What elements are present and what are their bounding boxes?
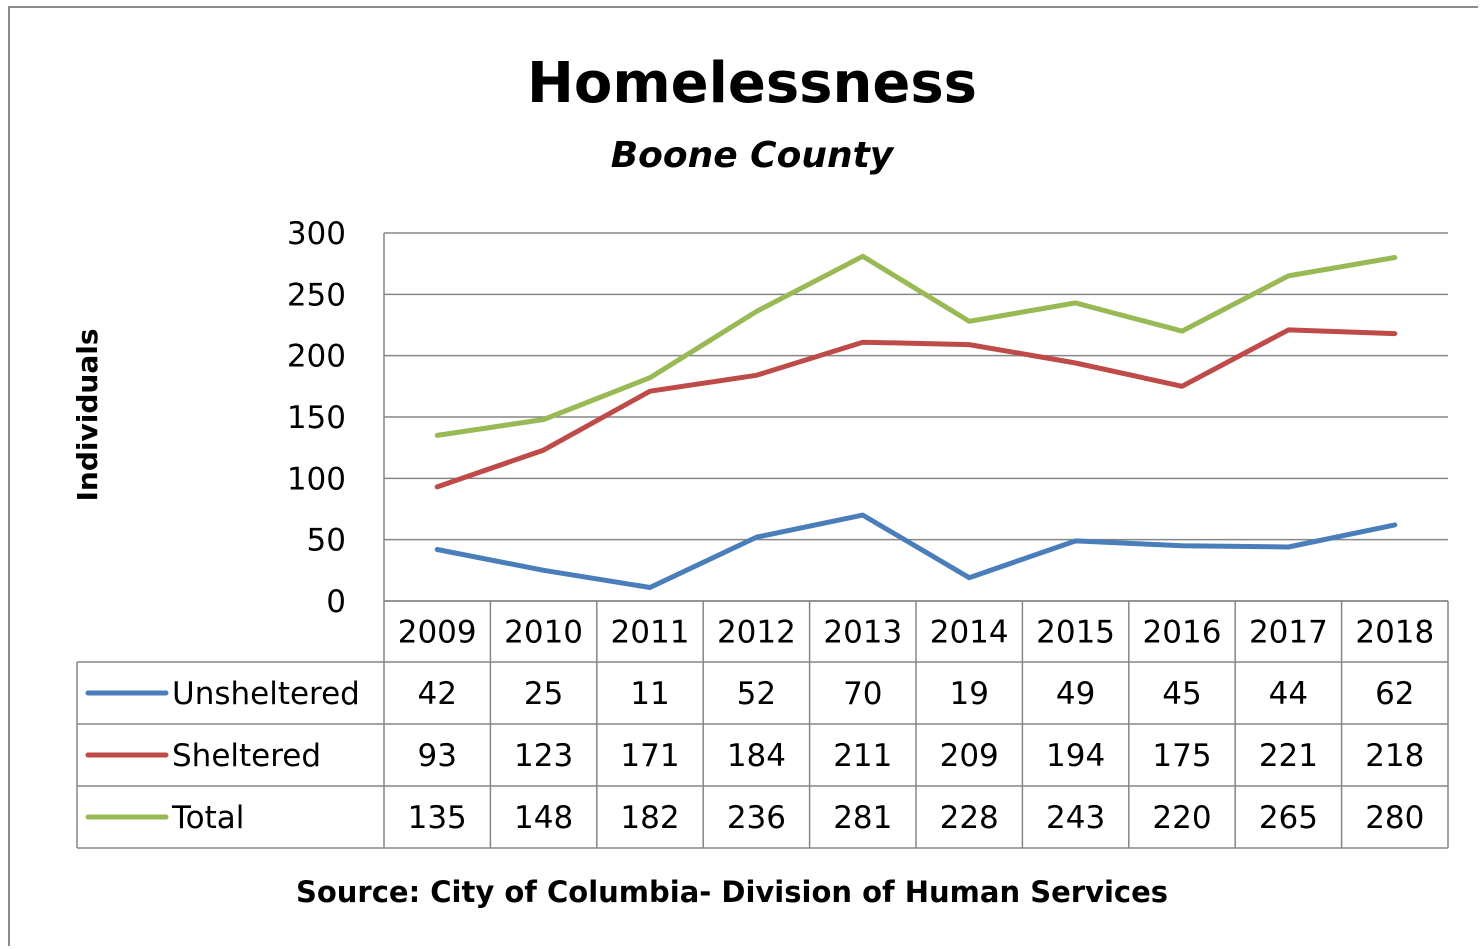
data-label: 182	[620, 800, 679, 836]
y-tick-label: 250	[287, 277, 346, 313]
series-line	[434, 327, 1398, 490]
data-label: 175	[1152, 738, 1211, 774]
data-label: 49	[1056, 676, 1095, 712]
y-tick-label: 0	[326, 584, 346, 620]
x-tick-label: 2013	[823, 615, 902, 651]
x-tick-label: 2012	[717, 615, 796, 651]
data-label: 220	[1152, 800, 1211, 836]
data-label: 45	[1162, 676, 1201, 712]
y-tick-label: 300	[287, 216, 346, 252]
y-tick-label: 200	[287, 339, 346, 375]
chart-subtitle: Boone County	[611, 135, 895, 176]
data-label: 194	[1046, 738, 1105, 774]
data-label: 211	[833, 738, 892, 774]
legend-label: Sheltered	[172, 738, 321, 774]
x-tick-label: 2017	[1249, 615, 1328, 651]
series-line	[434, 512, 1398, 590]
y-tick-label: 150	[287, 400, 346, 436]
data-label: 218	[1365, 738, 1424, 774]
data-label: 243	[1046, 800, 1105, 836]
data-label: 44	[1269, 676, 1308, 712]
data-label: 148	[514, 800, 573, 836]
data-label: 265	[1259, 800, 1318, 836]
data-label: 184	[727, 738, 786, 774]
data-label: 70	[843, 676, 882, 712]
data-label: 281	[833, 800, 892, 836]
data-label: 52	[737, 676, 776, 712]
chart-title: Homelessness	[527, 51, 977, 116]
chart-frame	[8, 6, 1478, 946]
y-tick-labels: 0 50 100 150 200 250 300	[287, 216, 346, 620]
x-tick-label: 2010	[504, 615, 583, 651]
x-tick-label: 2009	[398, 615, 477, 651]
legend-label: Unsheltered	[172, 676, 360, 712]
data-label: 280	[1365, 800, 1424, 836]
data-label: 135	[408, 800, 467, 836]
data-label: 11	[630, 676, 669, 712]
data-label: 228	[940, 800, 999, 836]
y-tick-label: 100	[287, 461, 346, 497]
legend-label: Total	[171, 800, 244, 836]
data-label: 221	[1259, 738, 1318, 774]
data-table: 2009 2010 2011 2012 2013 2014 2015 2016 2017 2018…	[76, 600, 1449, 849]
data-label: 209	[940, 738, 999, 774]
data-label: 171	[620, 738, 679, 774]
data-label: 123	[514, 738, 573, 774]
x-tick-label: 2015	[1036, 615, 1115, 651]
data-label: 236	[727, 800, 786, 836]
source-note: Source: City of Columbia- Division of Hu…	[296, 875, 1168, 909]
series-line	[434, 253, 1398, 438]
data-label: 42	[417, 676, 456, 712]
series-lines	[434, 253, 1398, 590]
y-axis-label: Individuals	[71, 329, 104, 502]
y-tick-label: 50	[307, 523, 346, 559]
data-label: 62	[1375, 676, 1414, 712]
x-tick-label: 2014	[930, 615, 1009, 651]
data-label: 25	[524, 676, 563, 712]
x-tick-label: 2011	[611, 615, 690, 651]
data-label: 19	[949, 676, 988, 712]
x-tick-label: 2016	[1143, 615, 1222, 651]
data-label: 93	[417, 738, 456, 774]
x-tick-label: 2018	[1355, 615, 1434, 651]
